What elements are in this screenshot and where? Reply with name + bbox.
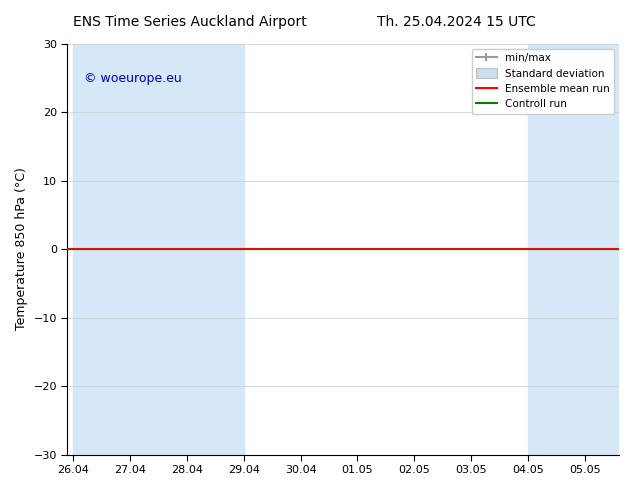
Text: ENS Time Series Auckland Airport: ENS Time Series Auckland Airport bbox=[74, 15, 307, 29]
Text: Th. 25.04.2024 15 UTC: Th. 25.04.2024 15 UTC bbox=[377, 15, 536, 29]
Bar bbox=[130, 44, 243, 455]
Legend: min/max, Standard deviation, Ensemble mean run, Controll run: min/max, Standard deviation, Ensemble me… bbox=[472, 49, 614, 114]
Bar bbox=[73, 44, 130, 455]
Text: © woeurope.eu: © woeurope.eu bbox=[84, 73, 182, 85]
Y-axis label: Temperature 850 hPa (°C): Temperature 850 hPa (°C) bbox=[15, 168, 28, 330]
Bar bbox=[528, 44, 619, 455]
